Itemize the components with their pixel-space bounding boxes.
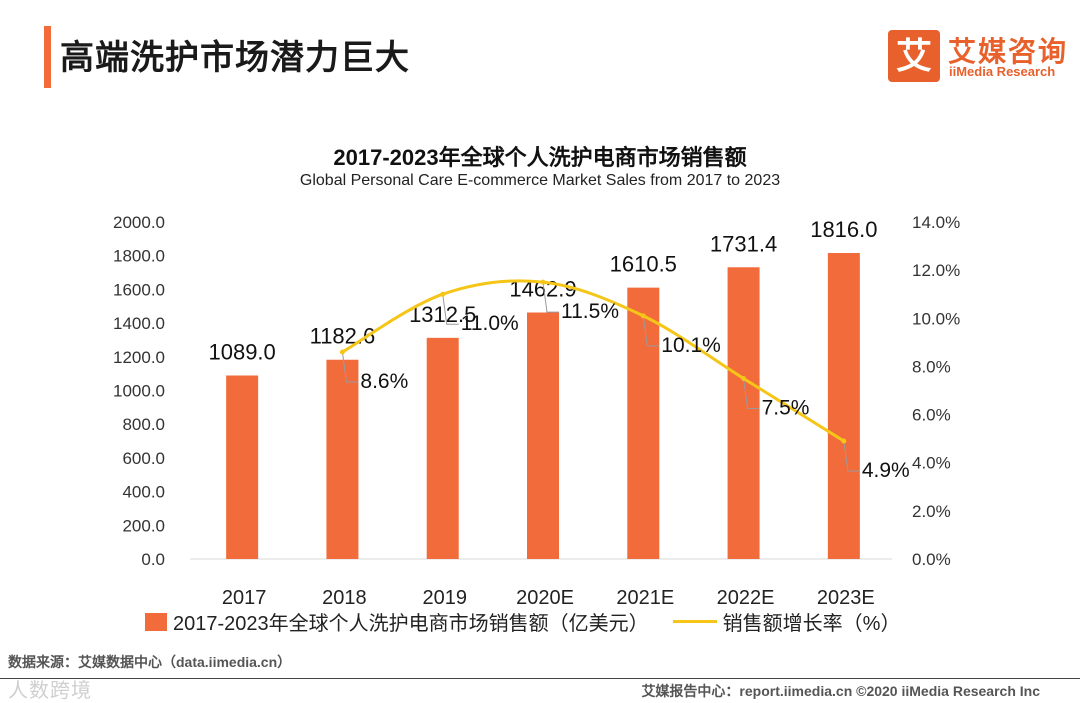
- footer-divider: [0, 678, 1080, 679]
- bar: [827, 253, 860, 559]
- y-left-tick-label: 1200.0: [113, 348, 165, 367]
- bar-value-label: 1816.0: [810, 217, 877, 242]
- y-left-tick-label: 0.0: [141, 550, 165, 569]
- x-category-label: 2019: [422, 587, 467, 609]
- bar: [426, 337, 459, 559]
- title-accent-bar: [44, 26, 51, 88]
- data-label-leader: [843, 440, 860, 472]
- growth-rate-line: [341, 279, 845, 443]
- bar: [627, 287, 660, 559]
- data-label-leader: [442, 294, 459, 325]
- growth-rate-point: [440, 291, 446, 297]
- line-value-label: 11.0%: [461, 312, 519, 335]
- legend-bar-swatch: [145, 612, 167, 631]
- bar: [326, 359, 359, 559]
- x-category-label: 2018: [322, 587, 367, 609]
- bar: [527, 312, 559, 559]
- x-category-label: 2023E: [817, 587, 875, 609]
- data-label-leader: [542, 282, 559, 313]
- y-right-tick-label: 10.0%: [912, 309, 960, 328]
- y-right-tick-label: 4.0%: [912, 454, 951, 473]
- data-label-leader: [743, 378, 760, 409]
- line-value-label: 8.6%: [360, 370, 408, 393]
- y-right-tick-label: 2.0%: [912, 502, 951, 521]
- growth-rate-point: [741, 375, 747, 381]
- x-category-label: 2021E: [616, 587, 674, 609]
- legend-line-swatch: [672, 620, 717, 623]
- watermark: 人数跨境: [8, 680, 92, 702]
- page-title: 高端洗护市场潜力巨大: [60, 39, 410, 77]
- chart-subtitle: Global Personal Care E-commerce Market S…: [299, 172, 781, 189]
- growth-rate-point: [841, 438, 847, 444]
- y-left-tick-label: 1400.0: [113, 314, 165, 333]
- bar-value-label: 1731.4: [710, 231, 777, 256]
- y-left-tick-label: 400.0: [122, 483, 165, 502]
- growth-rate-point: [640, 313, 646, 319]
- y-right-tick-label: 0.0%: [912, 550, 951, 569]
- line-value-label: 11.5%: [561, 300, 619, 323]
- line-value-label: 7.5%: [762, 396, 810, 419]
- y-left-tick-label: 800.0: [122, 415, 165, 434]
- data-source: 数据来源：艾媒数据中心（data.iimedia.cn）: [8, 654, 292, 670]
- bar-value-label: 1312.5: [409, 302, 476, 327]
- logo-cn-text: 艾媒咨询: [948, 36, 1069, 67]
- x-category-label: 2020E: [516, 587, 574, 609]
- y-left-tick-label: 1600.0: [113, 280, 165, 299]
- growth-rate-point: [540, 279, 546, 285]
- footer-text: 艾媒报告中心：report.iimedia.cn ©2020 iiMedia R…: [641, 683, 1040, 699]
- y-left-tick-label: 1800.0: [113, 247, 165, 266]
- y-right-tick-label: 14.0%: [912, 213, 960, 232]
- growth-rate-point: [339, 349, 345, 355]
- line-value-label: 10.1%: [661, 334, 721, 357]
- legend-line-label: 销售额增长率（%）: [722, 613, 901, 635]
- bar-value-label: 1610.5: [610, 252, 677, 277]
- y-left-tick-label: 1000.0: [113, 382, 165, 401]
- logo-en-text: iiMedia Research: [949, 64, 1056, 79]
- bar: [727, 267, 760, 559]
- y-right-tick-label: 6.0%: [912, 406, 951, 425]
- chart-title: 2017-2023年全球个人洗护电商市场销售额: [333, 145, 747, 170]
- legend-bar-label: 2017-2023年全球个人洗护电商市场销售额（亿美元）: [173, 613, 649, 635]
- chart-legend: 2017-2023年全球个人洗护电商市场销售额（亿美元） 销售额增长率（%）: [145, 607, 900, 636]
- data-label-leader: [341, 351, 359, 383]
- x-category-label: 2017: [222, 587, 267, 609]
- y-left-tick-label: 200.0: [122, 516, 165, 535]
- y-left-tick-label: 2000.0: [113, 213, 165, 232]
- logo-mark: 艾: [888, 30, 940, 82]
- x-category-label: 2022E: [717, 587, 775, 609]
- bar-value-label: 1089.0: [208, 340, 275, 365]
- data-label-leader: [642, 315, 660, 347]
- y-right-tick-label: 12.0%: [912, 261, 960, 280]
- iimedia-logo: 艾 艾媒咨询 iiMedia Research: [888, 30, 1068, 82]
- line-value-label: 4.9%: [862, 459, 910, 482]
- y-left-tick-label: 600.0: [122, 449, 165, 468]
- bar: [226, 375, 259, 559]
- y-right-tick-label: 8.0%: [912, 357, 951, 376]
